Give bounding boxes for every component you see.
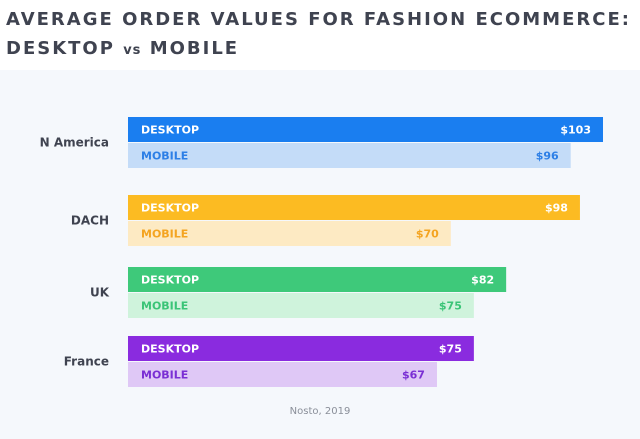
source-note: Nosto, 2019	[289, 406, 351, 417]
bar-value-label-mobile-n-america: $96	[536, 150, 559, 163]
bar-value-label-mobile-france: $67	[402, 369, 425, 382]
bar-series-label-desktop-uk: DESKTOP	[141, 274, 199, 287]
bar-value-label-desktop-dach: $98	[545, 202, 568, 215]
bar-value-label-desktop-france: $75	[439, 343, 462, 356]
bar-desktop-dach	[128, 195, 580, 220]
bar-mobile-france	[128, 362, 437, 387]
bar-desktop-france	[128, 336, 474, 361]
bar-value-label-desktop-uk: $82	[471, 274, 494, 287]
bar-series-label-desktop-n-america: DESKTOP	[141, 124, 199, 137]
title-vs: vs	[123, 43, 142, 58]
bar-value-label-desktop-n-america: $103	[560, 124, 591, 137]
category-label-uk: UK	[90, 286, 110, 300]
bar-series-label-mobile-france: MOBILE	[141, 369, 188, 382]
bar-series-label-mobile-dach: MOBILE	[141, 228, 188, 241]
title-mobile: MOBILE	[149, 38, 240, 59]
category-label-dach: DACH	[71, 214, 109, 228]
bar-series-label-mobile-n-america: MOBILE	[141, 150, 188, 163]
category-label-france: France	[64, 355, 109, 369]
title-desktop: DESKTOP	[6, 38, 115, 59]
category-label-n-america: N America	[40, 136, 109, 150]
bar-desktop-n-america	[128, 117, 603, 142]
bar-mobile-uk	[128, 293, 474, 318]
bar-value-label-mobile-dach: $70	[416, 228, 439, 241]
bar-series-label-desktop-dach: DESKTOP	[141, 202, 199, 215]
chart-title-line-2: DESKTOP vs MOBILE	[6, 38, 239, 59]
chart-title-line-1: AVERAGE ORDER VALUES FOR FASHION ECOMMER…	[6, 9, 631, 30]
bar-series-label-desktop-france: DESKTOP	[141, 343, 199, 356]
bar-series-label-mobile-uk: MOBILE	[141, 300, 188, 313]
bar-desktop-uk	[128, 267, 507, 292]
bar-mobile-dach	[128, 221, 451, 246]
bar-mobile-n-america	[128, 143, 571, 168]
bar-value-label-mobile-uk: $75	[439, 300, 462, 313]
chart-header: AVERAGE ORDER VALUES FOR FASHION ECOMMER…	[0, 0, 640, 70]
